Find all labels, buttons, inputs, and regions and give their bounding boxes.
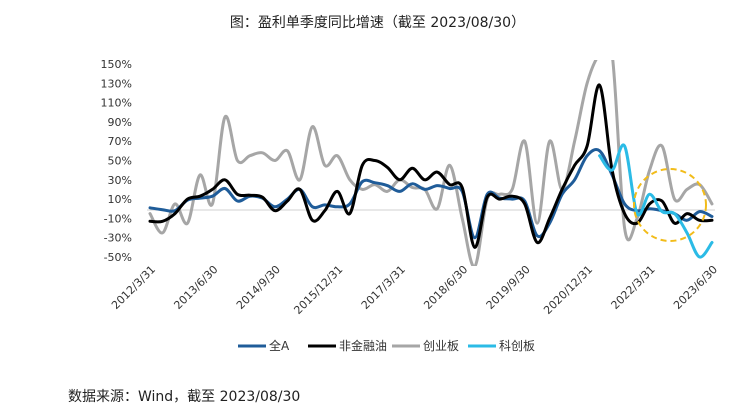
- y-axis-ticks: 150% 130% 110% 90% 70% 50% 30% 10% -10% -30% -50%: [101, 58, 132, 264]
- x-tick-label: 2013/6/30: [171, 263, 220, 312]
- legend-label: 创业板: [423, 339, 459, 353]
- x-tick-label: 2023/6/30: [671, 263, 720, 312]
- x-tick-label: 2020/12/31: [541, 263, 595, 317]
- y-tick-label: 150%: [101, 58, 132, 71]
- x-tick-label: 2019/9/30: [484, 263, 533, 312]
- x-tick-label: 2014/9/30: [234, 263, 283, 312]
- y-tick-label: -50%: [104, 251, 132, 264]
- chart-title: 图：盈利单季度同比增速（截至 2023/08/30）: [229, 15, 526, 31]
- source-note: 数据来源：Wind，截至 2023/08/30: [68, 389, 301, 405]
- y-tick-label: 130%: [101, 77, 132, 90]
- y-tick-label: 110%: [101, 97, 132, 110]
- x-tick-label: 2018/6/30: [421, 263, 470, 312]
- chart-legend: 全A 非金融油 创业板 科创板: [238, 338, 535, 353]
- y-tick-label: 90%: [108, 116, 132, 129]
- series-line: [148, 148, 714, 240]
- legend-label: 非金融油: [339, 338, 387, 353]
- x-tick-label: 2017/3/31: [359, 263, 408, 312]
- y-tick-label: -30%: [104, 232, 132, 245]
- y-tick-label: -10%: [104, 212, 132, 225]
- y-tick-label: 50%: [108, 155, 132, 168]
- y-tick-label: 70%: [108, 135, 132, 148]
- highlight-circle: [633, 168, 707, 242]
- legend-label: 全A: [269, 338, 290, 353]
- series-line: [148, 83, 714, 249]
- series-line: [598, 143, 714, 259]
- series-line: [148, 60, 714, 266]
- legend-label: 科创板: [499, 339, 535, 353]
- x-axis-ticks: 2012/3/31 2013/6/30 2014/9/30 2015/12/31 201…: [109, 263, 720, 317]
- y-tick-label: 30%: [108, 174, 132, 187]
- y-tick-label: 10%: [108, 193, 132, 206]
- x-tick-label: 2012/3/31: [109, 263, 158, 312]
- x-tick-label: 2015/12/31: [291, 263, 345, 317]
- x-tick-label: 2022/3/31: [609, 263, 658, 312]
